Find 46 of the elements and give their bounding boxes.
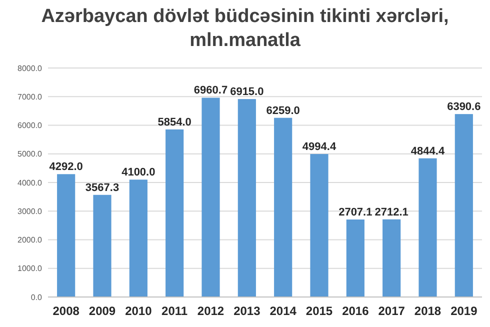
data-label: 4844.4	[410, 145, 446, 158]
data-label: 5854.0	[158, 116, 192, 128]
data-label: 2712.1	[374, 206, 408, 218]
bar	[238, 99, 256, 297]
x-tick-label: 2019	[450, 304, 478, 318]
x-tick-label: 2018	[414, 304, 442, 318]
chart-title: Azərbaycan dövlət büdcəsinin tikinti xərcləri, mln.manatla	[41, 6, 449, 51]
x-tick-label: 2009	[88, 304, 116, 318]
x-tick-label: 2010	[125, 304, 152, 318]
bar	[57, 174, 76, 297]
y-tick-label: 6000.0	[18, 121, 43, 130]
data-label: 6960.7	[194, 84, 228, 97]
bar	[346, 220, 364, 297]
bar	[382, 219, 401, 297]
bar	[310, 154, 328, 297]
y-tick-label: 2000.0	[18, 236, 43, 245]
x-tick-label: 2008	[52, 304, 80, 318]
data-label: 4994.4	[302, 141, 337, 154]
x-tick-label: 2015	[306, 304, 333, 318]
bar	[202, 98, 220, 297]
x-tick-label: 2017	[378, 304, 406, 318]
y-tick-label: 8000.0	[18, 64, 43, 73]
bar	[129, 180, 148, 297]
data-label: 6390.6	[447, 101, 481, 114]
y-tick-label: 4000.0	[18, 178, 43, 188]
data-label: 4292.0	[49, 161, 83, 174]
y-tick-label: 7000.0	[18, 92, 43, 102]
bar	[93, 194, 112, 297]
y-tick-label: 0.0	[30, 292, 43, 302]
data-label: 6915.0	[230, 86, 264, 98]
bar	[166, 129, 184, 297]
x-tick-label: 2016	[342, 304, 370, 318]
y-tick-label: 5000.0	[18, 150, 43, 159]
data-label: 6259.0	[266, 104, 300, 117]
x-tick-label: 2011	[162, 304, 188, 318]
x-tick-label: 2012	[197, 304, 224, 318]
data-label: 2707.1	[338, 206, 372, 219]
data-label: 3567.3	[85, 182, 120, 194]
bar	[274, 118, 292, 297]
bar	[418, 158, 437, 297]
y-tick-label: 1000.0	[18, 264, 43, 274]
x-tick-label: 2013	[234, 304, 261, 318]
bar	[454, 114, 473, 297]
y-tick-label: 3000.0	[18, 206, 43, 216]
data-label: 4100.0	[122, 166, 156, 179]
x-tick-label: 2014	[270, 304, 297, 318]
